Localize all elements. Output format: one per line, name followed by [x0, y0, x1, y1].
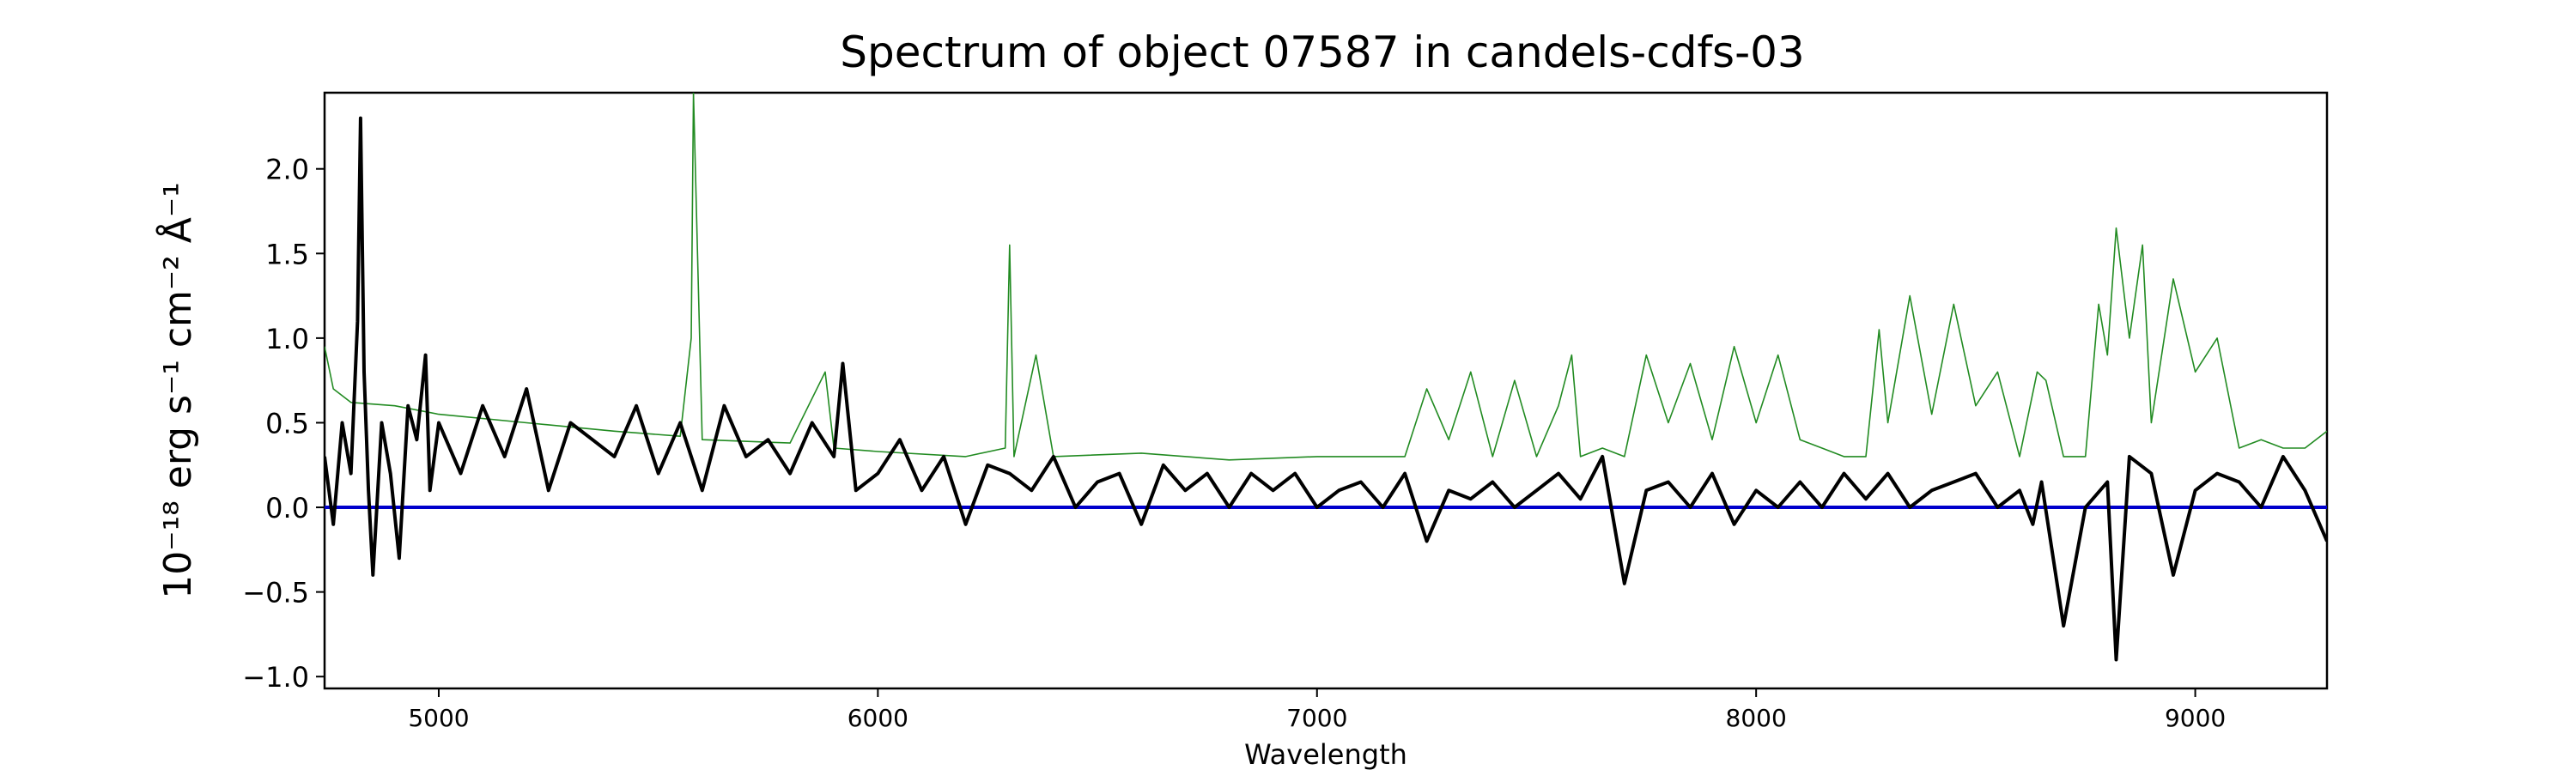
y-axis-ticks: −1.0 −0.5 0.0 0.5 1.0 1.5 2.0: [242, 154, 325, 694]
axes: [323, 91, 2329, 690]
x-axis-label: Wavelength: [1244, 738, 1407, 771]
y-tick-label: −1.0: [242, 661, 309, 694]
plot-series: [325, 93, 2327, 662]
y-tick-label: 1.0: [265, 323, 309, 355]
x-tick-label: 7000: [1286, 704, 1347, 732]
y-tick-label: 1.5: [265, 238, 309, 270]
flux-series-line: [325, 116, 2327, 662]
y-axis-label: 10⁻¹⁸ erg s⁻¹ cm⁻² Å⁻¹: [155, 182, 200, 598]
x-tick-label: 5000: [408, 704, 469, 732]
x-tick-label: 8000: [1726, 704, 1787, 732]
y-tick-label: 0.0: [265, 492, 309, 524]
x-axis-ticks: 5000 6000 7000 8000 9000: [408, 688, 2226, 732]
y-tick-label: 0.5: [265, 407, 309, 440]
plot-area-frame: [323, 91, 2329, 690]
chart-title: Spectrum of object 07587 in candels-cdfs…: [840, 27, 1805, 77]
error-series-line: [325, 93, 2327, 461]
x-tick-label: 6000: [848, 704, 908, 732]
x-tick-label: 9000: [2165, 704, 2226, 732]
y-tick-label: 2.0: [265, 154, 309, 186]
y-tick-label: −0.5: [242, 577, 309, 609]
